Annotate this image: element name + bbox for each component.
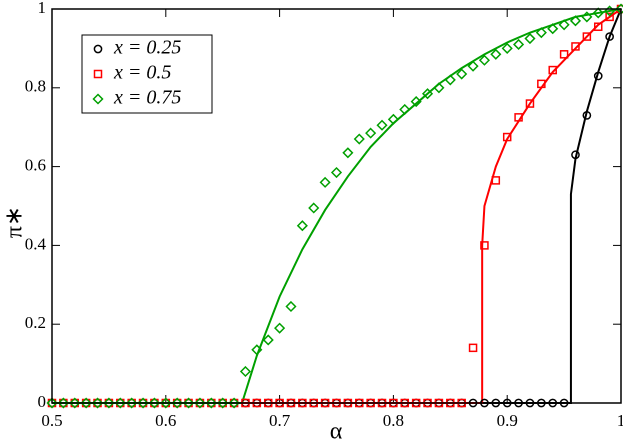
marker (91, 397, 104, 409)
y-tick-label: 0.4 (25, 234, 47, 253)
x-tick-label: 0.6 (155, 411, 176, 430)
marker (330, 166, 343, 179)
y-tick-label: 0.2 (25, 313, 46, 332)
y-tick-label: 1 (38, 0, 47, 17)
marker (478, 54, 491, 66)
marker (93, 44, 103, 54)
marker (456, 68, 468, 80)
marker (205, 397, 217, 409)
marker (126, 397, 138, 409)
marker (513, 38, 525, 51)
marker (137, 397, 149, 409)
marker (581, 11, 593, 23)
marker (148, 397, 160, 409)
marker (467, 60, 479, 72)
marker (535, 27, 547, 39)
marker (160, 397, 172, 409)
marker (399, 103, 411, 116)
marker (421, 88, 434, 100)
marker (605, 32, 614, 41)
marker (571, 150, 580, 160)
marker (57, 397, 69, 409)
fit-line (52, 8, 622, 404)
marker (228, 397, 240, 409)
y-tick-label: 0.8 (25, 77, 46, 96)
plot-frame (51, 8, 622, 404)
marker (559, 50, 569, 59)
marker (547, 23, 559, 35)
marker (342, 147, 354, 159)
legend-box (81, 34, 213, 114)
marker (285, 300, 297, 313)
marker (353, 133, 365, 145)
marker (80, 397, 92, 409)
marker (92, 93, 104, 105)
x-tick-label: 0.7 (269, 411, 291, 430)
x-axis-label: α (330, 419, 343, 442)
marker (103, 397, 115, 409)
marker (592, 7, 604, 19)
marker (582, 111, 592, 120)
x-tick-label: 1 (617, 411, 623, 430)
marker (524, 32, 536, 45)
marker (239, 365, 252, 378)
marker (548, 65, 557, 75)
marker (582, 32, 592, 41)
x-tick-label: 0.8 (383, 411, 404, 430)
marker (569, 15, 582, 27)
marker (251, 344, 263, 356)
marker (593, 71, 603, 81)
marker (182, 397, 195, 409)
marker (571, 42, 580, 51)
marker (319, 176, 331, 188)
marker (605, 12, 614, 22)
marker (262, 334, 274, 346)
marker (501, 42, 513, 54)
marker (525, 99, 535, 108)
marker (491, 176, 501, 185)
x-tick-label: 0.9 (497, 411, 518, 430)
legend-label: x = 0.75 (113, 87, 181, 109)
marker (490, 48, 502, 60)
marker (114, 397, 126, 409)
y-tick-label: 0 (38, 392, 47, 411)
marker (433, 82, 445, 94)
marker (502, 132, 512, 142)
y-tick-label: 0.6 (25, 156, 46, 175)
marker (274, 322, 286, 334)
marker (468, 343, 478, 353)
marker (365, 127, 377, 139)
y-axis-label: π∗ (2, 206, 28, 238)
marker (444, 74, 456, 86)
marker (480, 241, 489, 250)
marker (387, 113, 399, 125)
legend-label: x = 0.25 (113, 37, 181, 59)
marker (194, 397, 206, 409)
marker (69, 397, 81, 409)
marker (514, 113, 523, 122)
marker (46, 397, 58, 409)
marker (593, 22, 603, 31)
marker (171, 397, 183, 409)
marker (376, 119, 388, 131)
marker (308, 202, 320, 214)
legend-label: x = 0.5 (113, 62, 171, 84)
marker (537, 79, 546, 89)
marker (296, 220, 308, 232)
marker (558, 19, 570, 31)
marker (410, 96, 422, 108)
x-tick-label: 0.5 (41, 411, 62, 430)
marker (93, 69, 103, 79)
marker (217, 397, 229, 409)
